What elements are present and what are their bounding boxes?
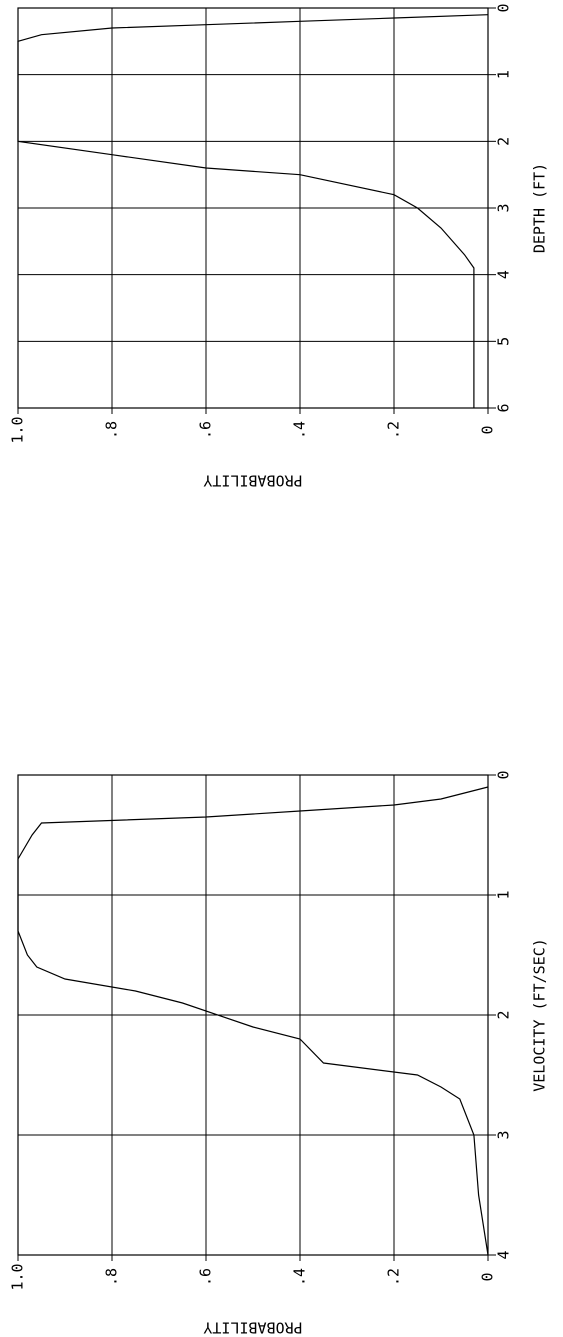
x-axis-label: VELOCITY (FT/SEC) <box>531 938 549 1092</box>
y-tick-label: .6 <box>197 1268 215 1286</box>
y-tick-label: .2 <box>385 1268 403 1286</box>
probability-curve <box>17 786 489 1256</box>
y-axis-label: PROBABILITY <box>203 472 302 490</box>
x-tick-label: 4 <box>495 1250 513 1259</box>
x-tick-label: 2 <box>495 1010 513 1019</box>
y-tick-label: .6 <box>197 421 215 439</box>
depth-probability-chart: 0 1 2 3 4 5 6 0 .2 .4 .6 .8 1.0 DEPTH (FT) PROBABILITY <box>9 3 549 489</box>
x-tick-label: 6 <box>495 403 513 412</box>
y-tick-label: 0 <box>479 425 497 434</box>
y-tick-label: 0 <box>479 1272 497 1281</box>
x-tick-label: 3 <box>495 1130 513 1139</box>
x-tick-label: 1 <box>495 890 513 899</box>
velocity-probability-chart: 0 1 2 3 4 0 .2 .4 .6 .8 1.0 VELOCITY (FT/SEC) PROBAB… <box>9 770 549 1336</box>
x-tick-label: 0 <box>495 770 513 779</box>
x-tick-label: 1 <box>495 70 513 79</box>
y-tick-label: 1.0 <box>9 416 27 443</box>
y-tick-label: .8 <box>103 1268 121 1286</box>
y-tick-label: .4 <box>291 1268 309 1286</box>
x-tick-label: 2 <box>495 137 513 146</box>
y-axis-label: PROBABILITY <box>203 1319 302 1337</box>
probability-curve <box>17 14 489 408</box>
x-axis-label: DEPTH (FT) <box>531 163 549 253</box>
x-tick-label: 4 <box>495 270 513 279</box>
x-tick-label: 5 <box>495 337 513 346</box>
y-tick-label: .4 <box>291 421 309 439</box>
y-tick-label: .8 <box>103 421 121 439</box>
x-tick-label: 0 <box>495 3 513 12</box>
y-tick-label: 1.0 <box>9 1263 27 1290</box>
x-tick-label: 3 <box>495 203 513 212</box>
y-tick-label: .2 <box>385 421 403 439</box>
